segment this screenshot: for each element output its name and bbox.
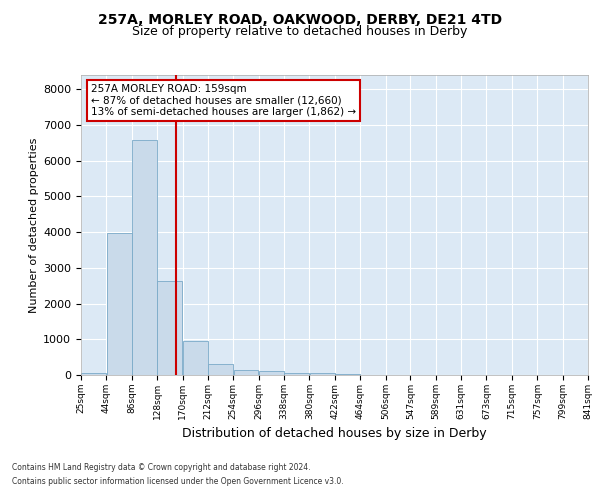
- Bar: [81, 372, 106, 375]
- Y-axis label: Number of detached properties: Number of detached properties: [29, 138, 39, 312]
- Bar: [335, 374, 360, 375]
- Bar: [310, 374, 335, 375]
- Text: 257A, MORLEY ROAD, OAKWOOD, DERBY, DE21 4TD: 257A, MORLEY ROAD, OAKWOOD, DERBY, DE21 …: [98, 12, 502, 26]
- Bar: [132, 140, 157, 375]
- Bar: [233, 370, 259, 375]
- Bar: [107, 233, 131, 375]
- Text: Contains HM Land Registry data © Crown copyright and database right 2024.: Contains HM Land Registry data © Crown c…: [12, 464, 311, 472]
- Text: Contains public sector information licensed under the Open Government Licence v3: Contains public sector information licen…: [12, 477, 344, 486]
- Bar: [183, 341, 208, 375]
- Bar: [259, 372, 284, 375]
- Bar: [157, 282, 182, 375]
- Text: Size of property relative to detached houses in Derby: Size of property relative to detached ho…: [133, 25, 467, 38]
- Text: 257A MORLEY ROAD: 159sqm
← 87% of detached houses are smaller (12,660)
13% of se: 257A MORLEY ROAD: 159sqm ← 87% of detach…: [91, 84, 356, 117]
- Bar: [208, 364, 233, 375]
- Bar: [284, 372, 309, 375]
- X-axis label: Distribution of detached houses by size in Derby: Distribution of detached houses by size …: [182, 428, 487, 440]
